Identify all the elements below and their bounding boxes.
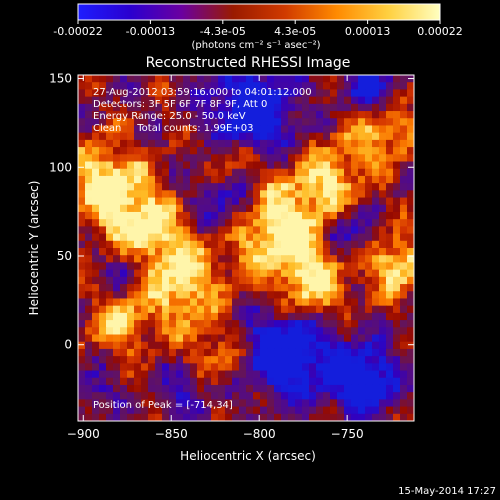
peak-position: Position of Peak = [-714,34] xyxy=(93,400,233,411)
colorbar-units: (photons cm⁻² s⁻¹ asec⁻²) xyxy=(191,40,320,51)
colorbar-ticks: -0.00022 -0.00013 -4.3e-05 4.3e-05 0.00013 0.… xyxy=(53,20,463,38)
info-detectors: Detectors: 3F 5F 6F 7F 8F 9F, Att 0 xyxy=(93,99,267,110)
observation-info: 27-Aug-2012 03:59:16.000 to 04:01:12.000… xyxy=(93,87,312,134)
colorbar-tick-label: -4.3e-05 xyxy=(200,25,246,38)
chart-title: Reconstructed RHESSI Image xyxy=(146,55,351,71)
x-tick-label: −850 xyxy=(155,427,188,441)
colorbar-tick-label: 4.3e-05 xyxy=(274,25,316,38)
footer-date: 15-May-2014 17:27 xyxy=(398,486,496,497)
colorbar-tick-label: -0.00013 xyxy=(126,25,175,38)
info-energy-range: Energy Range: 25.0 - 50.0 keV xyxy=(93,111,246,122)
colorbar-gradient xyxy=(77,3,441,21)
x-tick-label: −900 xyxy=(67,427,100,441)
colorbar: -0.00022 -0.00013 -4.3e-05 4.3e-05 0.00013 0.… xyxy=(53,3,463,51)
heatmap xyxy=(78,75,414,421)
y-axis-title: Heliocentric Y (arcsec) xyxy=(27,181,41,316)
x-tick-label: −800 xyxy=(243,427,276,441)
y-tick-label: 50 xyxy=(57,249,72,263)
y-tick-label: 150 xyxy=(49,72,72,86)
axis-ticks: −900 −850 −800 −750 0 50 100 150 xyxy=(49,72,414,441)
info-total-counts: Clean Total counts: 1.99E+03 xyxy=(93,123,253,134)
info-time-range: 27-Aug-2012 03:59:16.000 to 04:01:12.000 xyxy=(93,87,312,98)
colorbar-tick-label: 0.00013 xyxy=(345,25,391,38)
y-tick-label: 100 xyxy=(49,160,72,174)
colorbar-tick-label: 0.00022 xyxy=(417,25,463,38)
x-tick-label: −750 xyxy=(331,427,364,441)
colorbar-tick-label: -0.00022 xyxy=(53,25,102,38)
y-tick-label: 0 xyxy=(64,338,72,352)
x-axis-title: Heliocentric X (arcsec) xyxy=(180,449,316,463)
plot-frame xyxy=(77,74,415,422)
